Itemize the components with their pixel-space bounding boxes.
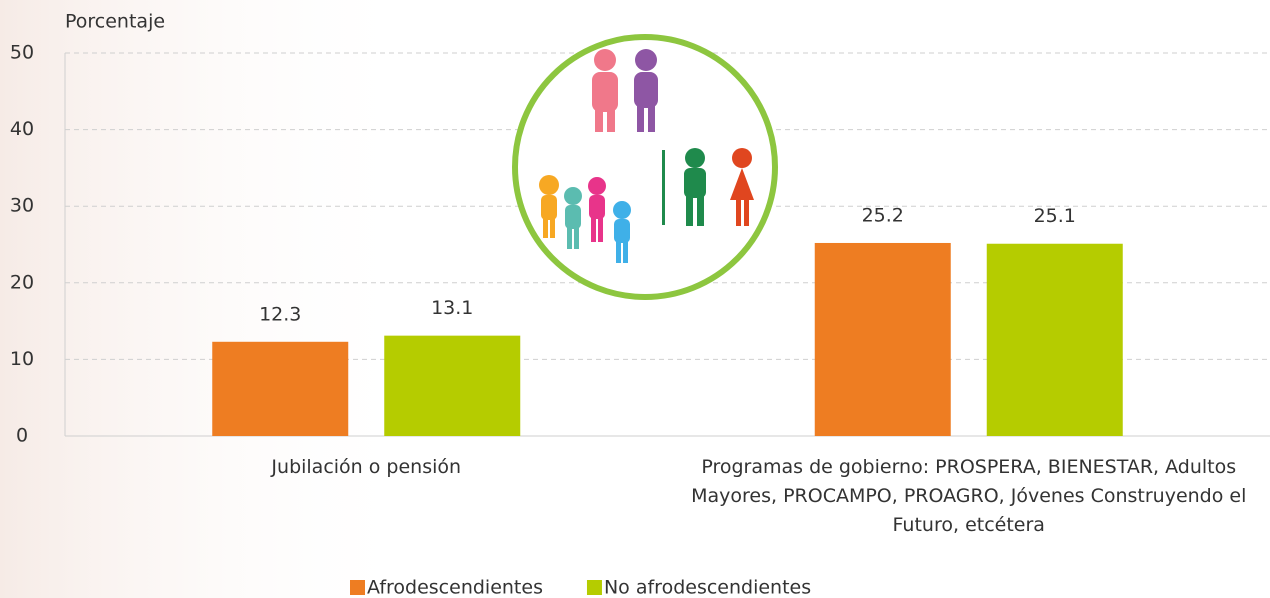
value-label: 25.1 (1034, 205, 1076, 227)
illustration (515, 37, 775, 297)
x-tick-label: Programas de gobierno: PROSPERA, BIENEST… (669, 453, 1269, 540)
y-tick-label: 50 (10, 42, 34, 64)
bar (384, 336, 520, 436)
legend-label: Afrodescendientes (367, 577, 543, 598)
bar (987, 244, 1123, 436)
y-tick-label: 0 (16, 425, 28, 447)
legend-label: No afrodescendientes (604, 577, 811, 598)
page: Porcentaje 0 10 20 30 40 50 12.3 13.1 25.2 25.1 Af… (0, 0, 1270, 598)
y-tick-label: 40 (10, 118, 34, 140)
legend-swatch (350, 580, 365, 595)
y-tick-label: 10 (10, 348, 34, 370)
bar (815, 243, 951, 436)
y-axis-title: Porcentaje (65, 11, 165, 33)
value-label: 25.2 (862, 204, 904, 226)
bar (212, 342, 348, 436)
value-label: 12.3 (259, 303, 301, 325)
x-tick-label: Jubilación o pensión (216, 453, 516, 482)
legend-swatch (587, 580, 602, 595)
legend: Afrodescendientes No afrodescendientes (350, 577, 811, 598)
value-label: 13.1 (431, 297, 473, 319)
watermark (0, 0, 420, 598)
y-tick-label: 30 (10, 195, 34, 217)
y-tick-label: 20 (10, 271, 34, 293)
